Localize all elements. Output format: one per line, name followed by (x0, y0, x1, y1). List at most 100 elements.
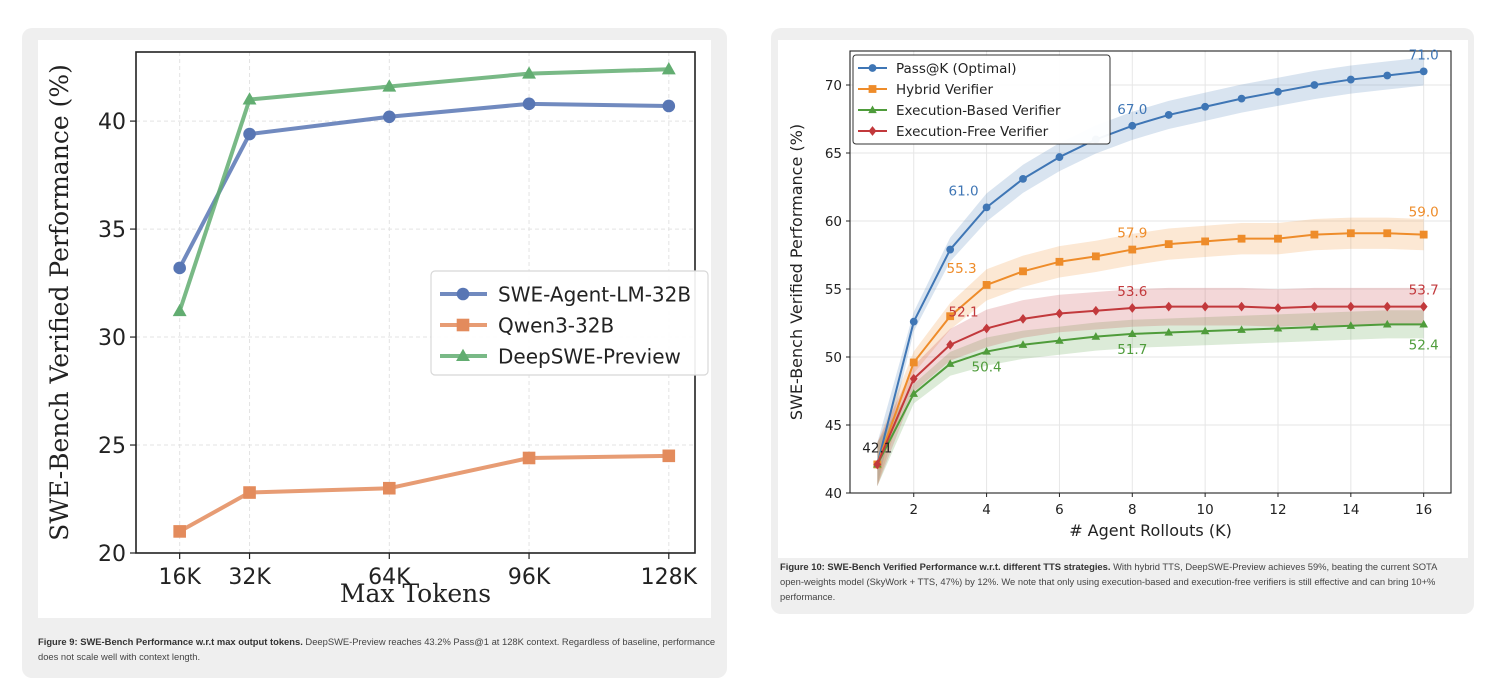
figure-9-plot-area: 20 25 30 35 40 16K 32K 64K 96K 128K Max Tokens SWE-… (38, 40, 711, 618)
data-label: 59.0 (1409, 205, 1439, 221)
series-line (876, 70, 1424, 465)
data-point (1346, 321, 1356, 329)
series-line (876, 305, 1424, 465)
series-2 (873, 229, 1428, 469)
data-label: 55.3 (947, 261, 977, 277)
y-tick-label: 45 (825, 418, 842, 434)
x-axis-label: # Agent Rollouts (K) (1069, 521, 1232, 540)
data-point (1127, 329, 1137, 337)
data-point (1419, 67, 1428, 76)
legend-swatch-marker (456, 287, 470, 301)
confidence-band-4 (877, 287, 1424, 487)
data-point (172, 303, 187, 317)
data-point (909, 389, 919, 397)
series-line (876, 232, 1424, 465)
axis-ticks: 20 25 30 35 40 16K 32K 64K 96K 128K (98, 110, 698, 590)
plot-frame (849, 50, 1452, 494)
legend-entry: Pass@K (Optimal) (896, 61, 1016, 77)
data-point (1383, 229, 1392, 238)
data-label: 52.1 (949, 304, 979, 320)
x-tick-label: 16 (1415, 502, 1432, 518)
legend: SWE-Agent-LM-32B Qwen3-32B DeepSWE-Preview (430, 270, 709, 376)
x-tick-label: 128K (641, 565, 698, 590)
data-label: 51.7 (1117, 342, 1147, 358)
y-tick-label: 40 (825, 486, 842, 502)
data-point (1091, 252, 1100, 261)
data-point (1419, 230, 1428, 239)
legend: Pass@K (Optimal) Hybrid Verifier Execution… (852, 54, 1111, 145)
data-point (1274, 87, 1282, 96)
data-point (1419, 319, 1428, 328)
figure-9-card: 20 25 30 35 40 16K 32K 64K 96K 128K Max Tokens SWE-… (22, 28, 727, 678)
data-point (1237, 325, 1246, 333)
y-tick-label: 25 (98, 434, 126, 459)
data-point (1128, 245, 1137, 254)
data-point (1274, 303, 1282, 313)
figure-9-caption-text: DeepSWE-Preview reaches 43.2% Pass@1 at … (38, 636, 716, 662)
data-point (946, 312, 955, 321)
y-axis-label: SWE-Bench Verified Performance (%) (45, 64, 74, 541)
y-tick-label: 20 (98, 542, 126, 567)
x-tick-label: 8 (1128, 502, 1137, 518)
data-point (1164, 240, 1173, 249)
data-point (1237, 234, 1246, 243)
data-point (382, 481, 396, 495)
legend-box (852, 54, 1111, 145)
y-tick-label: 70 (825, 78, 842, 94)
figure-9-caption: Figure 9: SWE-Bench Performance w.r.t ma… (38, 634, 718, 664)
figure-10-card: 40 45 50 55 60 65 70 2 4 6 8 10 12 14 16 # Agent Rollou… (771, 28, 1474, 614)
x-tick-label: 14 (1342, 502, 1359, 518)
data-point (1310, 322, 1319, 331)
data-point (982, 347, 991, 355)
data-point (1055, 153, 1064, 161)
data-label: 53.7 (1409, 283, 1439, 299)
x-tick-label: 16K (158, 565, 201, 590)
series-line (876, 323, 1424, 465)
data-point (909, 373, 918, 384)
data-point (1019, 267, 1027, 276)
data-point (1200, 326, 1210, 335)
data-point (909, 317, 918, 326)
data-point (1383, 301, 1392, 312)
y-tick-label: 30 (98, 326, 126, 351)
legend-swatch-marker (868, 85, 877, 93)
data-point (1310, 81, 1319, 89)
y-tick-label: 35 (98, 218, 126, 243)
data-point (1201, 102, 1210, 111)
x-axis-label: Max Tokens (340, 579, 491, 608)
data-point (1055, 257, 1064, 266)
data-point (982, 203, 991, 212)
data-point (1273, 323, 1283, 332)
y-tick-label: 65 (825, 146, 842, 162)
data-point (982, 281, 991, 289)
x-tick-label: 12 (1269, 502, 1286, 518)
legend-entry: DeepSWE-Preview (498, 345, 681, 369)
legend-swatch-marker (868, 64, 877, 72)
data-point (1055, 336, 1064, 344)
data-point (1237, 94, 1246, 103)
y-tick-label: 40 (98, 110, 126, 135)
x-tick-label: 6 (1055, 502, 1064, 518)
x-tick-label: 2 (909, 502, 918, 518)
data-point (661, 62, 676, 75)
x-tick-label: 64K (368, 565, 411, 590)
x-tick-label: 32K (228, 565, 271, 590)
y-tick-label: 60 (825, 214, 842, 230)
axis-ticks: 40 45 50 55 60 65 70 2 4 6 8 10 12 14 16 (825, 78, 1432, 518)
data-point (1019, 314, 1027, 324)
legend-entry: Execution-Free Verifier (896, 124, 1049, 140)
data-point (1201, 237, 1210, 246)
data-label: 57.9 (1117, 226, 1147, 242)
data-point (173, 525, 186, 538)
data-point (522, 451, 536, 465)
legend-entry: Execution-Based Verifier (896, 103, 1061, 119)
data-point (873, 459, 882, 470)
legend-swatch-marker (456, 348, 470, 362)
data-point (243, 486, 256, 499)
legend-entry: Qwen3-32B (498, 314, 614, 338)
data-label: 52.4 (1409, 337, 1439, 353)
legend-swatch-marker (868, 126, 877, 136)
figure-10-caption: Figure 10: SWE-Bench Verified Performanc… (780, 559, 1460, 604)
legend-entry: SWE-Agent-LM-32B (498, 283, 691, 307)
data-point (1164, 111, 1173, 119)
